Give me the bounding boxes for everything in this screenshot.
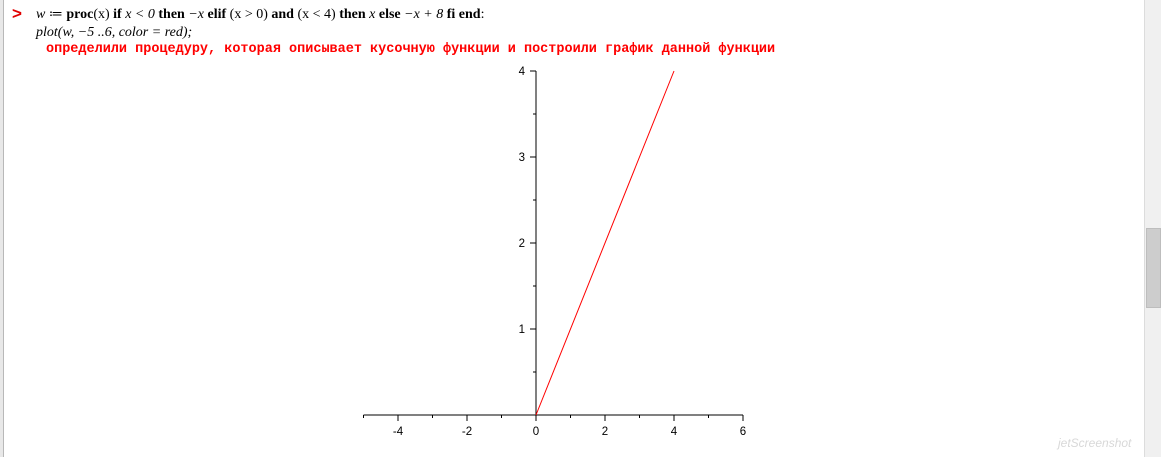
code-token: (w, −5 ..6, color = red); [57, 25, 193, 40]
watermark-text: jetScreenshot [1058, 436, 1132, 450]
code-token: plot [36, 25, 58, 40]
worksheet-left-border [0, 0, 4, 457]
vertical-scrollbar[interactable] [1144, 0, 1161, 457]
x-tick-label: 6 [740, 426, 746, 438]
y-tick-label: 3 [519, 152, 525, 164]
x-tick-label: 2 [602, 426, 608, 438]
code-keyword: else [375, 7, 405, 22]
code-keyword: elif [204, 7, 230, 22]
code-keyword: then [335, 7, 370, 22]
x-tick-label: -4 [393, 426, 404, 438]
scrollbar-thumb[interactable] [1146, 228, 1161, 308]
code-keyword: and [267, 7, 298, 22]
code-token: −x + 8 [404, 7, 444, 22]
code-token: x < 0 [125, 7, 155, 22]
y-tick-label: 1 [519, 324, 525, 336]
code-token: (x > 0) [229, 7, 268, 22]
execution-prompt-marker[interactable]: > [12, 4, 22, 23]
code-keyword: proc [66, 7, 94, 22]
comment-text[interactable]: определили процедуру, которая описывает … [46, 42, 776, 57]
code-token: (x) [93, 7, 110, 22]
x-tick-label: 4 [671, 426, 678, 438]
code-token: x [369, 7, 376, 22]
code-token: : [480, 7, 485, 22]
y-tick-label: 2 [519, 238, 525, 250]
x-tick-label: 0 [533, 426, 539, 438]
code-keyword: then [154, 7, 189, 22]
code-token: (x < 4) [297, 7, 336, 22]
code-token: −x [188, 7, 204, 22]
x-tick-label: -2 [462, 426, 472, 438]
input-line-procedure[interactable]: w ≔ proc(x) if x < 0 then −x elif (x > 0… [36, 6, 484, 24]
y-tick-label: 4 [519, 66, 526, 78]
code-token: ≔ [45, 7, 67, 22]
code-keyword: if [109, 7, 126, 22]
series-line [535, 70, 675, 416]
code-token: w [36, 7, 46, 22]
code-keyword: fi end [443, 7, 481, 22]
input-line-plot[interactable]: plot(w, −5 ..6, color = red); [36, 24, 192, 42]
